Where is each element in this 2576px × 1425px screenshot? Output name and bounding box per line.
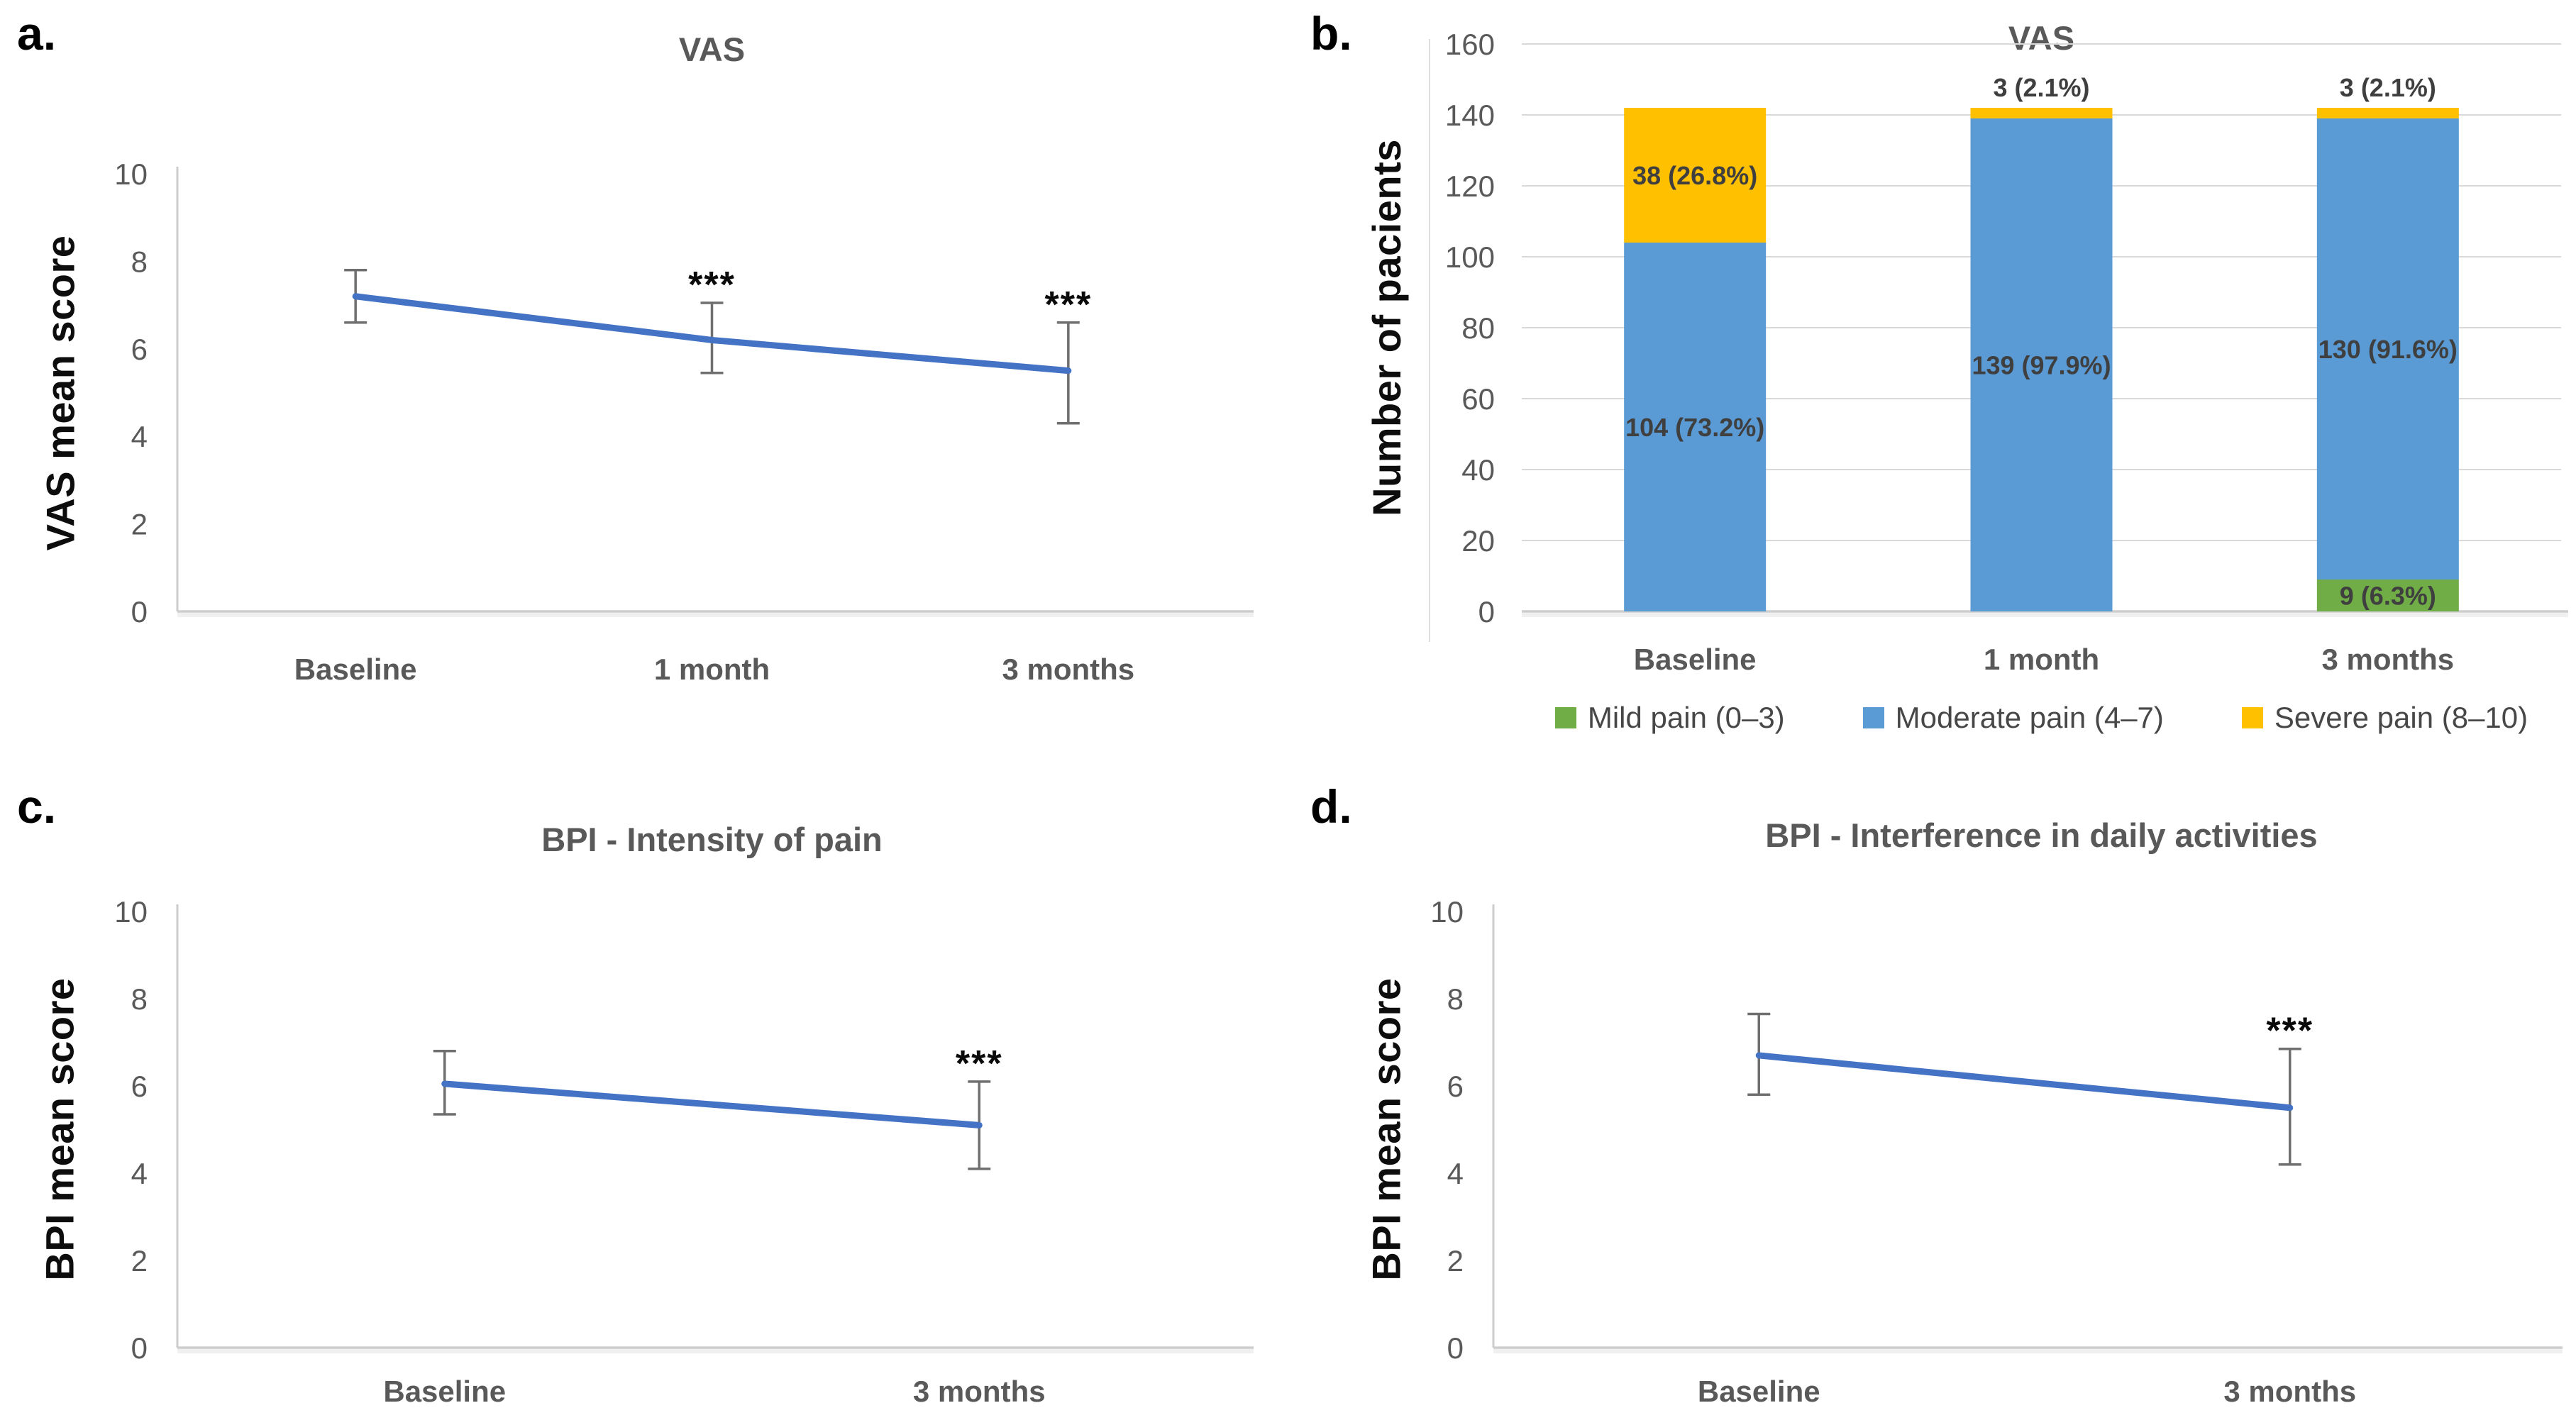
y-tick-label: 8	[1447, 982, 1464, 1016]
category-label: 1 month	[654, 653, 770, 686]
y-tick-label: 0	[1447, 1331, 1464, 1365]
bar-segment	[1970, 108, 2113, 118]
category-label: Baseline	[294, 653, 417, 686]
legend-item-moderate-pain: Moderate pain (4–7)	[1862, 701, 2164, 735]
category-label: Baseline	[1634, 643, 1757, 676]
category-label: 3 months	[913, 1375, 1046, 1408]
y-tick-label: 0	[131, 595, 148, 628]
panel-b-vas-stacked-bar-chart: b. VAS Number of pacients 0 20 40 60 80 100 12…	[1288, 0, 2576, 734]
panel-letter-b: b.	[1310, 7, 1352, 60]
legend-label-moderate-pain: Moderate pain (4–7)	[1895, 701, 2164, 734]
bar-segment	[2316, 118, 2459, 580]
bar-segment	[1624, 108, 1767, 243]
y-tick-label: 10	[114, 157, 148, 191]
panel-a-vas-line-chart: a. VAS VAS mean score 0 2 4 6 8 10 Baseline 1 m…	[0, 0, 1288, 712]
category-label: 3 months	[1002, 653, 1134, 686]
y-tick-label: 6	[131, 1070, 148, 1103]
y-tick-label: 0	[1478, 595, 1495, 628]
mean-score-line	[1755, 1052, 2294, 1111]
y-tick-label: 8	[131, 982, 148, 1016]
bpi-interference-plot: 0 2 4 6 8 10 Baseline 3 months ***	[1430, 895, 2563, 1408]
legend-label-mild-pain: Mild pain (0–3)	[1587, 701, 1785, 734]
y-tick-label: 40	[1461, 453, 1495, 487]
y-tick-label: 120	[1445, 170, 1495, 203]
mean-score-line	[441, 1080, 983, 1129]
y-tick-label: 6	[131, 333, 148, 366]
y-tick-label: 60	[1461, 382, 1495, 416]
panel-letter-c: c.	[17, 780, 57, 833]
y-tick-label: 4	[131, 420, 148, 453]
y-tick-label: 80	[1461, 311, 1495, 345]
y-tick-label: 0	[131, 1331, 148, 1365]
significance-annotation: ***	[688, 265, 736, 306]
bar-segment-label: 139 (97.9%)	[1972, 351, 2111, 380]
y-tick-label: 100	[1445, 240, 1495, 274]
legend-item-severe-pain: Severe pain (8–10)	[2241, 701, 2528, 735]
y-tick-label: 4	[1447, 1157, 1464, 1190]
panel-letter-d: d.	[1310, 780, 1352, 833]
significance-annotation: ***	[1044, 284, 1092, 326]
mean-score-line	[352, 293, 1072, 375]
vas-stacked-bar-plot: 0 20 40 60 80 100 120 140 160 104 (73.2%) 38 (26.8…	[1429, 28, 2568, 676]
bar-segment-label: 9 (6.3%)	[2340, 582, 2436, 611]
bar-segment-label: 3 (2.1%)	[2340, 73, 2436, 102]
category-label: 3 months	[2223, 1375, 2356, 1408]
panel-letter-a: a.	[17, 7, 57, 60]
panel-c-bpi-intensity-line-chart: c. BPI - Intensity of pain BPI mean scor…	[0, 712, 1288, 1425]
bar-segment	[1624, 243, 1767, 611]
bar-segment	[2316, 108, 2459, 118]
category-label: 1 month	[1984, 643, 2099, 676]
bar-segment-label: 38 (26.8%)	[1632, 161, 1757, 190]
bar-segment-label: 104 (73.2%)	[1625, 413, 1764, 442]
vas-line-plot: 0 2 4 6 8 10 Baseline 1 month 3 months *** ***	[114, 157, 1254, 686]
category-label: 3 months	[2321, 643, 2454, 676]
bar-segment-label: 130 (91.6%)	[2318, 335, 2458, 364]
chart-title-bpi-interference: BPI - Interference in daily activities	[1765, 816, 2318, 854]
category-label: Baseline	[383, 1375, 506, 1408]
legend: Mild pain (0–3) Moderate pain (4–7) Seve…	[1522, 701, 2561, 735]
y-tick-label: 2	[131, 508, 148, 541]
bar-segment	[1970, 118, 2113, 611]
bpi-intensity-plot: 0 2 4 6 8 10 Baseline 3 months ***	[114, 895, 1254, 1408]
y-tick-label: 20	[1461, 524, 1495, 558]
legend-label-severe-pain: Severe pain (8–10)	[2274, 701, 2528, 734]
chart-title-bpi-intensity: BPI - Intensity of pain	[541, 821, 883, 858]
y-tick-label: 10	[1430, 895, 1464, 928]
y-tick-label: 8	[131, 245, 148, 278]
y-tick-label: 2	[1447, 1244, 1464, 1277]
severe-pain-swatch-icon	[2241, 707, 2263, 728]
chart-title-vas-line: VAS	[678, 31, 746, 68]
y-tick-label: 6	[1447, 1070, 1464, 1103]
y-tick-label: 160	[1445, 28, 1495, 61]
y-tick-label: 140	[1445, 99, 1495, 132]
y-tick-label: 10	[114, 895, 148, 928]
bar-segment-label: 3 (2.1%)	[1993, 73, 2089, 102]
bar-segment	[2316, 580, 2459, 611]
category-label: Baseline	[1698, 1375, 1820, 1408]
y-tick-label: 2	[131, 1244, 148, 1277]
chart-title-vas-bars: VAS	[2008, 19, 2075, 57]
moderate-pain-swatch-icon	[1862, 707, 1884, 728]
legend-item-mild-pain: Mild pain (0–3)	[1554, 701, 1785, 735]
mild-pain-swatch-icon	[1554, 707, 1576, 728]
y-tick-label: 4	[131, 1157, 148, 1190]
significance-annotation: ***	[2266, 1011, 2314, 1052]
significance-annotation: ***	[956, 1043, 1003, 1085]
panel-d-bpi-interference-line-chart: d. BPI - Interference in daily activitie…	[1288, 712, 2576, 1425]
